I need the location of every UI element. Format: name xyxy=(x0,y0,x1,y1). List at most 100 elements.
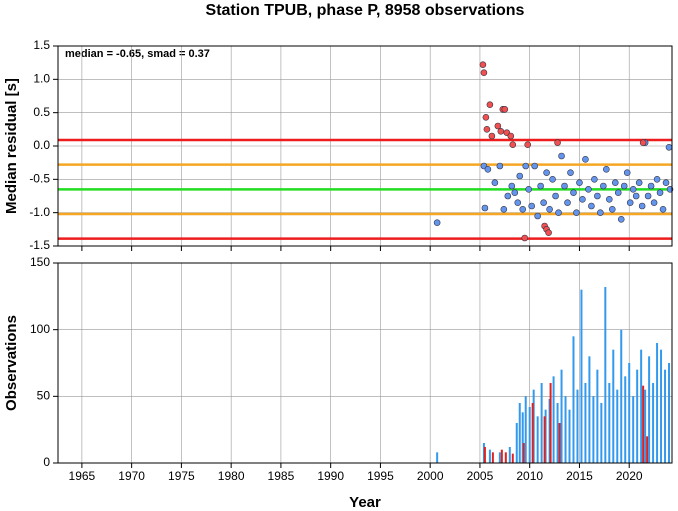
point xyxy=(549,176,556,183)
point xyxy=(591,176,598,183)
point xyxy=(534,212,541,220)
bar xyxy=(620,329,623,463)
point xyxy=(496,162,504,170)
point xyxy=(639,139,647,146)
point xyxy=(573,209,580,216)
bar xyxy=(572,336,575,463)
bar xyxy=(640,349,643,463)
x-tick-label: 1985 xyxy=(268,469,295,483)
bar xyxy=(522,443,525,463)
bar xyxy=(498,452,501,463)
point xyxy=(570,189,577,196)
point xyxy=(540,199,547,206)
point xyxy=(594,192,601,200)
point xyxy=(521,234,529,242)
bar xyxy=(436,452,439,463)
point xyxy=(650,199,658,206)
point xyxy=(662,179,670,186)
bar xyxy=(556,403,559,463)
bar xyxy=(656,343,659,463)
point xyxy=(585,186,592,193)
point xyxy=(638,202,646,210)
bar xyxy=(500,449,503,463)
point xyxy=(588,202,595,210)
point xyxy=(611,179,619,186)
point xyxy=(659,206,667,213)
point xyxy=(579,196,586,203)
bar xyxy=(580,289,583,463)
point xyxy=(552,192,559,200)
x-tick-label: 2015 xyxy=(566,469,593,483)
point xyxy=(665,144,673,151)
bar xyxy=(584,383,587,463)
bar xyxy=(524,396,527,463)
point xyxy=(509,141,517,148)
bar xyxy=(646,436,649,463)
point xyxy=(656,189,664,196)
bar xyxy=(596,369,599,463)
bar xyxy=(612,349,615,463)
point xyxy=(480,69,488,76)
x-tick-label: 2020 xyxy=(616,469,643,483)
point xyxy=(482,114,490,121)
point xyxy=(600,182,607,190)
bar xyxy=(488,449,491,463)
x-tick-label: 1975 xyxy=(168,469,195,483)
x-tick-label: 2005 xyxy=(467,469,494,483)
bar xyxy=(668,363,671,463)
point xyxy=(486,101,494,108)
bar xyxy=(540,383,543,463)
point xyxy=(500,206,508,213)
x-tick-label: 2000 xyxy=(417,469,444,483)
point xyxy=(522,162,530,170)
point xyxy=(555,209,562,216)
bar xyxy=(664,369,667,463)
point xyxy=(582,156,589,163)
bar xyxy=(552,376,555,463)
point xyxy=(647,182,655,190)
bar xyxy=(558,423,561,463)
point xyxy=(567,169,574,176)
bar xyxy=(600,403,603,463)
x-axis-label: Year xyxy=(349,494,381,511)
point xyxy=(635,179,643,186)
y-tick-label: 150 xyxy=(30,255,50,269)
point xyxy=(617,216,625,223)
bar xyxy=(560,369,563,463)
point xyxy=(626,199,634,206)
bar xyxy=(636,369,639,463)
bar xyxy=(608,383,611,463)
bar xyxy=(518,403,521,463)
point xyxy=(497,128,505,135)
point xyxy=(531,162,538,170)
y-tick-label: -0.5 xyxy=(29,172,50,186)
point xyxy=(597,209,604,216)
y-axis-label: Observations xyxy=(3,315,20,411)
x-tick-label: 1980 xyxy=(218,469,245,483)
bar xyxy=(592,396,595,463)
bar xyxy=(504,452,507,463)
y-tick-label: 0.5 xyxy=(33,105,50,119)
point xyxy=(653,176,661,183)
point xyxy=(546,206,553,213)
point xyxy=(623,169,631,176)
point xyxy=(554,139,561,146)
bar xyxy=(628,363,631,463)
point xyxy=(543,169,550,176)
point xyxy=(525,186,533,193)
bar xyxy=(632,396,635,463)
y-tick-label: 1.0 xyxy=(33,72,50,86)
point xyxy=(614,189,622,196)
point xyxy=(564,199,571,206)
bar xyxy=(576,389,579,463)
bar xyxy=(568,409,571,463)
bar xyxy=(508,447,511,463)
bar xyxy=(521,412,524,463)
y-tick-label: 0 xyxy=(43,455,50,469)
y-tick-label: 50 xyxy=(37,389,51,403)
point xyxy=(524,141,532,148)
point xyxy=(433,219,441,226)
x-tick-label: 1965 xyxy=(69,469,96,483)
bar xyxy=(515,423,518,463)
